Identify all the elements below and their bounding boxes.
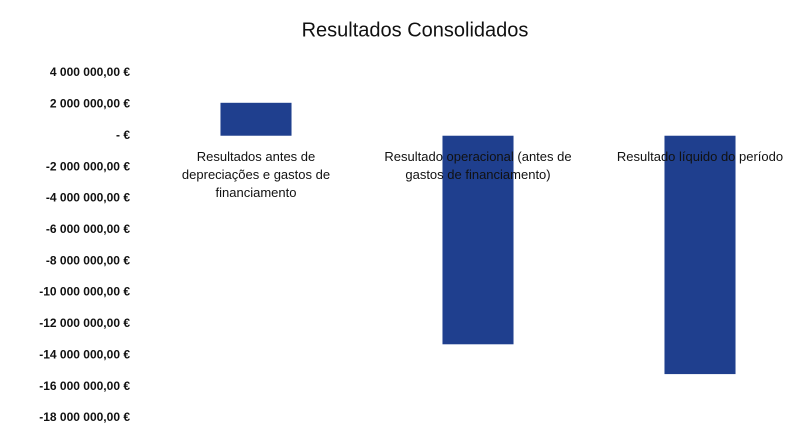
y-tick-label: -6 000 000,00 € xyxy=(46,222,130,236)
y-tick-label: -12 000 000,00 € xyxy=(39,316,130,330)
x-tick-label: Resultados antes de depreciações e gasto… xyxy=(181,148,331,200)
y-tick-label: -4 000 000,00 € xyxy=(46,191,130,205)
x-tick-label: Resultado líquido do período xyxy=(616,148,784,164)
chart-title: Resultados Consolidados xyxy=(302,19,529,41)
y-tick-label: - € xyxy=(116,128,130,142)
bar xyxy=(664,135,736,375)
bar xyxy=(442,135,514,345)
y-tick-label: -2 000 000,00 € xyxy=(46,159,130,173)
y-tick-label: -10 000 000,00 € xyxy=(39,285,130,299)
y-tick-label: 2 000 000,00 € xyxy=(50,97,130,111)
y-tick-label: 4 000 000,00 € xyxy=(50,65,130,79)
x-tick-label: Resultado operacional (antes de gastos d… xyxy=(384,148,572,182)
y-tick-label: -18 000 000,00 € xyxy=(39,410,130,424)
y-tick-label: -16 000 000,00 € xyxy=(39,379,130,393)
y-tick-label: -8 000 000,00 € xyxy=(46,253,130,267)
bar xyxy=(220,102,292,136)
y-tick-label: -14 000 000,00 € xyxy=(39,347,130,361)
